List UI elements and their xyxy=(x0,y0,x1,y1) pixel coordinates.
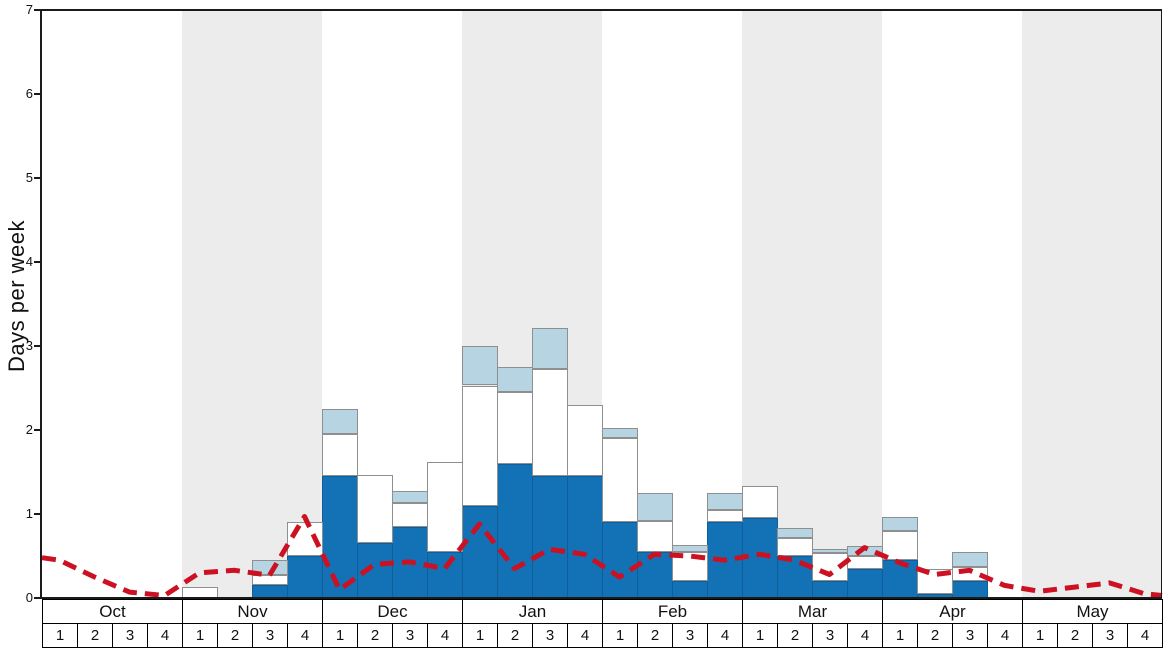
y-tick-mark xyxy=(34,261,41,263)
week-cell: 4 xyxy=(287,623,323,648)
week-cell: 4 xyxy=(567,623,603,648)
week-cell: 3 xyxy=(532,623,568,648)
bar-segment-white xyxy=(322,434,358,477)
week-cell: 4 xyxy=(707,623,743,648)
bar-segment-light-blue xyxy=(322,409,358,435)
week-cell: 3 xyxy=(112,623,148,648)
month-cell-may: May xyxy=(1022,599,1163,624)
y-tick-label: 6 xyxy=(25,86,33,101)
week-cell: 3 xyxy=(952,623,988,648)
bar-segment-light-blue xyxy=(707,493,743,510)
bar-segment-dark-blue xyxy=(567,476,603,598)
y-tick-label: 2 xyxy=(25,422,33,437)
y-tick-label: 1 xyxy=(25,506,33,521)
y-tick-mark xyxy=(34,93,41,95)
y-axis-line xyxy=(40,9,42,599)
plot-top-border xyxy=(40,9,1162,11)
week-cell: 2 xyxy=(917,623,953,648)
bar-segment-light-blue xyxy=(602,427,638,439)
bar-segment-white xyxy=(462,385,498,506)
week-cell: 2 xyxy=(497,623,533,648)
week-cell: 2 xyxy=(357,623,393,648)
bar-segment-light-blue xyxy=(882,516,918,531)
week-cell: 2 xyxy=(1057,623,1093,648)
week-cell: 3 xyxy=(1092,623,1128,648)
bar-segment-light-blue xyxy=(497,367,533,393)
month-cell-apr: Apr xyxy=(882,599,1023,624)
month-cell-nov: Nov xyxy=(182,599,323,624)
y-tick-label: 3 xyxy=(25,338,33,353)
week-cell: 4 xyxy=(847,623,883,648)
y-tick-mark xyxy=(34,513,41,515)
bar-segment-light-blue xyxy=(532,327,568,369)
week-cell: 1 xyxy=(1022,623,1058,648)
month-band-may xyxy=(1022,10,1162,598)
month-cell-oct: Oct xyxy=(42,599,183,624)
week-cell: 3 xyxy=(672,623,708,648)
bar-segment-light-blue xyxy=(637,493,673,521)
y-tick-mark xyxy=(34,597,41,599)
week-cell: 2 xyxy=(217,623,253,648)
y-tick-label: 7 xyxy=(25,2,33,17)
week-cell: 1 xyxy=(182,623,218,648)
y-tick-mark xyxy=(34,177,41,179)
week-cell: 4 xyxy=(147,623,183,648)
week-cell: 2 xyxy=(637,623,673,648)
week-cell: 1 xyxy=(602,623,638,648)
bar-segment-dark-blue xyxy=(532,476,568,598)
week-cell: 1 xyxy=(322,623,358,648)
bar-segment-light-blue xyxy=(952,551,988,567)
x-axis-line xyxy=(40,597,1162,599)
week-cell: 3 xyxy=(812,623,848,648)
week-cell: 1 xyxy=(462,623,498,648)
month-cell-feb: Feb xyxy=(602,599,743,624)
y-tick-mark xyxy=(34,429,41,431)
month-band-nov xyxy=(182,10,322,598)
bar-segment-white xyxy=(497,392,533,464)
week-cell: 1 xyxy=(42,623,78,648)
bar-segment-white xyxy=(602,438,638,523)
bar-segment-white xyxy=(637,520,673,552)
month-cell-mar: Mar xyxy=(742,599,883,624)
bar-segment-dark-blue xyxy=(637,551,673,598)
bar-segment-light-blue xyxy=(672,545,708,552)
week-cell: 2 xyxy=(77,623,113,648)
bar-segment-white xyxy=(777,537,813,556)
bar-segment-light-blue xyxy=(777,528,813,538)
bar-segment-white xyxy=(252,575,288,586)
week-cell: 3 xyxy=(392,623,428,648)
bar-segment-white xyxy=(427,461,463,552)
y-tick-label: 5 xyxy=(25,170,33,185)
plot-right-border xyxy=(1161,9,1162,599)
y-tick-label: 0 xyxy=(25,590,33,605)
month-cell-jan: Jan xyxy=(462,599,603,624)
red-dashed-line-layer xyxy=(41,514,1163,598)
plot-area xyxy=(41,10,1163,598)
week-cell: 3 xyxy=(252,623,288,648)
y-tick-mark xyxy=(34,345,41,347)
week-cell: 1 xyxy=(882,623,918,648)
bar-segment-dark-blue xyxy=(497,463,533,598)
red-dashed-line xyxy=(41,514,1163,598)
week-cell: 4 xyxy=(1127,623,1163,648)
y-tick-mark xyxy=(34,9,41,11)
week-cell: 4 xyxy=(987,623,1023,648)
bar-segment-light-blue xyxy=(392,491,428,504)
month-cell-dec: Dec xyxy=(322,599,463,624)
week-cell: 4 xyxy=(427,623,463,648)
bar-segment-light-blue xyxy=(462,346,498,386)
y-tick-label: 4 xyxy=(25,254,33,269)
week-cell: 1 xyxy=(742,623,778,648)
bar-segment-white xyxy=(532,368,568,477)
week-cell: 2 xyxy=(777,623,813,648)
